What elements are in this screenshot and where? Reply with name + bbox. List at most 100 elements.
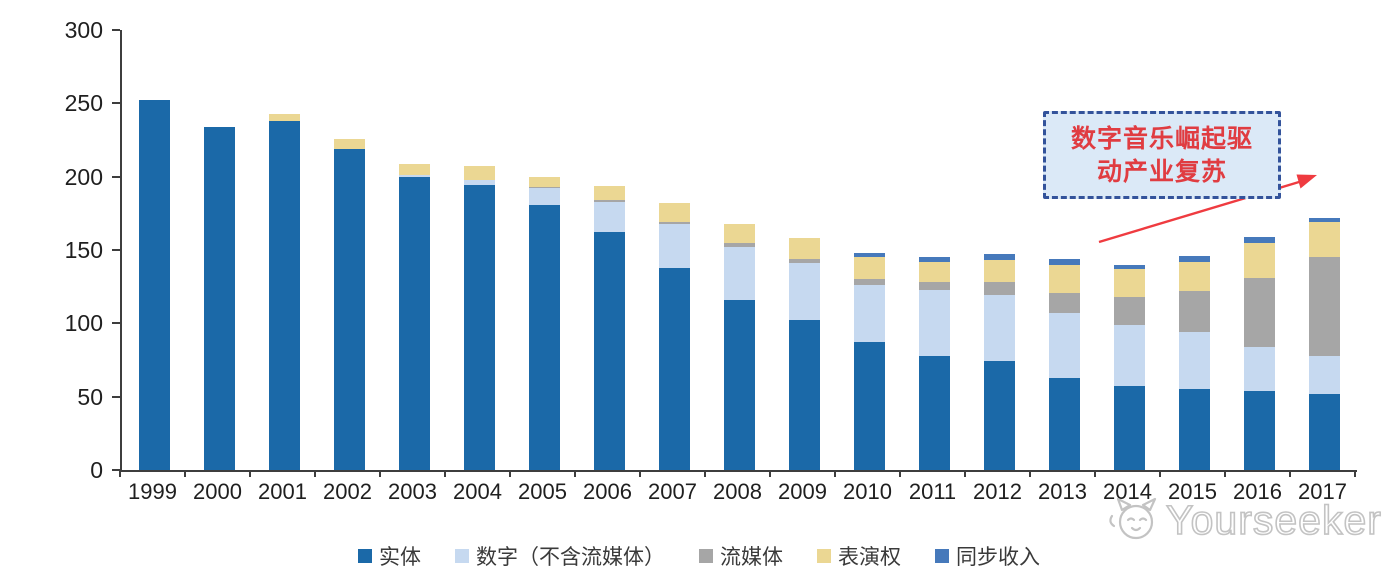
x-tick-mark xyxy=(1354,470,1356,477)
y-tick-mark xyxy=(112,175,120,178)
x-tick-label-2017: 2017 xyxy=(1298,479,1347,504)
segment-流媒体-2006 xyxy=(594,200,625,202)
y-tick-mark xyxy=(112,249,120,251)
x-tick-label-1999: 1999 xyxy=(128,479,177,504)
x-tick-mark xyxy=(639,470,641,477)
segment-表演权-2005 xyxy=(529,176,560,187)
stacked-bar-2007 xyxy=(659,203,690,470)
y-tick-label-100: 100 xyxy=(64,310,103,337)
y-tick-label-50: 50 xyxy=(77,383,103,410)
x-tick-label-2001: 2001 xyxy=(258,479,307,504)
x-tick-label-2007: 2007 xyxy=(648,479,697,504)
segment-表演权-2013 xyxy=(1049,264,1080,293)
bar-slot-2003 xyxy=(382,30,447,470)
legend-swatch-icon xyxy=(455,549,469,563)
segment-数字（不含流媒体）-2014 xyxy=(1114,324,1145,387)
stacked-bar-2005 xyxy=(529,176,560,470)
x-tick-mark xyxy=(1289,470,1291,477)
x-tick-mark xyxy=(1094,470,1096,477)
y-tick-mark xyxy=(112,322,120,325)
segment-表演权-2014 xyxy=(1114,269,1145,297)
x-tick-mark xyxy=(184,470,186,477)
segment-同步收入-2015 xyxy=(1179,255,1210,262)
segment-流媒体-2016 xyxy=(1244,277,1275,347)
y-tick-label-250: 250 xyxy=(64,90,103,117)
x-tick-mark xyxy=(1029,470,1031,477)
segment-数字（不含流媒体）-2007 xyxy=(659,223,690,268)
segment-数字（不含流媒体）-2017 xyxy=(1309,355,1340,394)
stacked-bar-2012 xyxy=(984,254,1015,470)
segment-表演权-2015 xyxy=(1179,261,1210,292)
x-tick-label-2012: 2012 xyxy=(973,479,1022,504)
y-tick-mark xyxy=(112,102,120,105)
stacked-bar-2004 xyxy=(464,166,495,470)
segment-数字（不含流媒体）-2013 xyxy=(1049,313,1080,378)
y-tick-label-150: 150 xyxy=(64,237,103,263)
stacked-bar-2011 xyxy=(919,257,950,470)
x-tick-mark xyxy=(704,470,706,477)
segment-实体-2005 xyxy=(529,204,560,470)
stacked-bar-2017 xyxy=(1309,217,1340,470)
x-tick-mark xyxy=(899,470,901,477)
bar-slot-2013 xyxy=(1032,30,1097,470)
segment-数字（不含流媒体）-2005 xyxy=(529,188,560,205)
chart-legend: 实体 数字（不含流媒体） 流媒体 表演权 同步收入 xyxy=(0,541,1398,571)
segment-实体-2013 xyxy=(1049,377,1080,470)
x-tick-label-2009: 2009 xyxy=(778,479,827,504)
segment-数字（不含流媒体）-2004 xyxy=(464,179,495,186)
bar-slot-2005 xyxy=(512,30,577,470)
segment-流媒体-2017 xyxy=(1309,257,1340,356)
x-tick-label-2005: 2005 xyxy=(518,479,567,504)
bar-slot-2014 xyxy=(1097,30,1162,470)
segment-实体-2001 xyxy=(269,120,300,470)
legend-item-同步收入: 同步收入 xyxy=(935,541,1040,571)
segment-流媒体-2012 xyxy=(984,282,1015,296)
watermark: Yourseeker xyxy=(1106,496,1382,544)
segment-实体-2017 xyxy=(1309,393,1340,470)
x-tick-mark xyxy=(379,470,381,477)
annotation-box: 数字音乐崛起驱 动产业复苏 xyxy=(1043,111,1281,199)
segment-实体-2011 xyxy=(919,355,950,470)
segment-数字（不含流媒体）-2012 xyxy=(984,295,1015,362)
segment-表演权-2001 xyxy=(269,113,300,121)
bar-slot-2015 xyxy=(1162,30,1227,470)
segment-实体-2007 xyxy=(659,267,690,470)
x-tick-mark xyxy=(249,470,251,477)
y-tick-label-0: 0 xyxy=(90,457,103,483)
stacked-bar-2008 xyxy=(724,223,755,470)
segment-流媒体-2008 xyxy=(724,242,755,248)
legend-item-流媒体: 流媒体 xyxy=(699,541,783,571)
x-tick-label-2000: 2000 xyxy=(193,479,242,504)
annotation-line-2: 动产业复苏 xyxy=(1096,157,1227,186)
segment-实体-2003 xyxy=(399,176,430,470)
segment-实体-2009 xyxy=(789,320,820,470)
y-tick-mark xyxy=(112,29,120,31)
legend-item-表演权: 表演权 xyxy=(817,541,901,571)
x-tick-mark xyxy=(314,470,316,477)
bar-slot-2012 xyxy=(967,30,1032,470)
plot-area xyxy=(120,30,1357,472)
bar-slot-2001 xyxy=(252,30,317,470)
bar-slot-2017 xyxy=(1292,30,1357,470)
segment-数字（不含流媒体）-2009 xyxy=(789,263,820,321)
segment-流媒体-2013 xyxy=(1049,292,1080,314)
stacked-bar-2002 xyxy=(334,138,365,470)
x-tick-mark xyxy=(1224,470,1226,477)
x-tick-mark xyxy=(119,470,121,477)
segment-流媒体-2009 xyxy=(789,258,820,264)
segment-表演权-2004 xyxy=(464,166,495,180)
legend-swatch-icon xyxy=(817,549,831,563)
x-tick-label-2013: 2013 xyxy=(1038,479,1087,504)
legend-swatch-icon xyxy=(935,549,949,563)
segment-实体-2012 xyxy=(984,361,1015,470)
segment-表演权-2012 xyxy=(984,260,1015,283)
segment-实体-2016 xyxy=(1244,390,1275,470)
legend-label: 同步收入 xyxy=(956,545,1040,569)
x-tick-mark xyxy=(834,470,836,477)
y-tick-label-300: 300 xyxy=(64,17,103,43)
segment-表演权-2009 xyxy=(789,238,820,259)
stacked-bar-2013 xyxy=(1049,258,1080,470)
x-tick-label-2014: 2014 xyxy=(1103,479,1152,504)
segment-实体-2002 xyxy=(334,148,365,470)
